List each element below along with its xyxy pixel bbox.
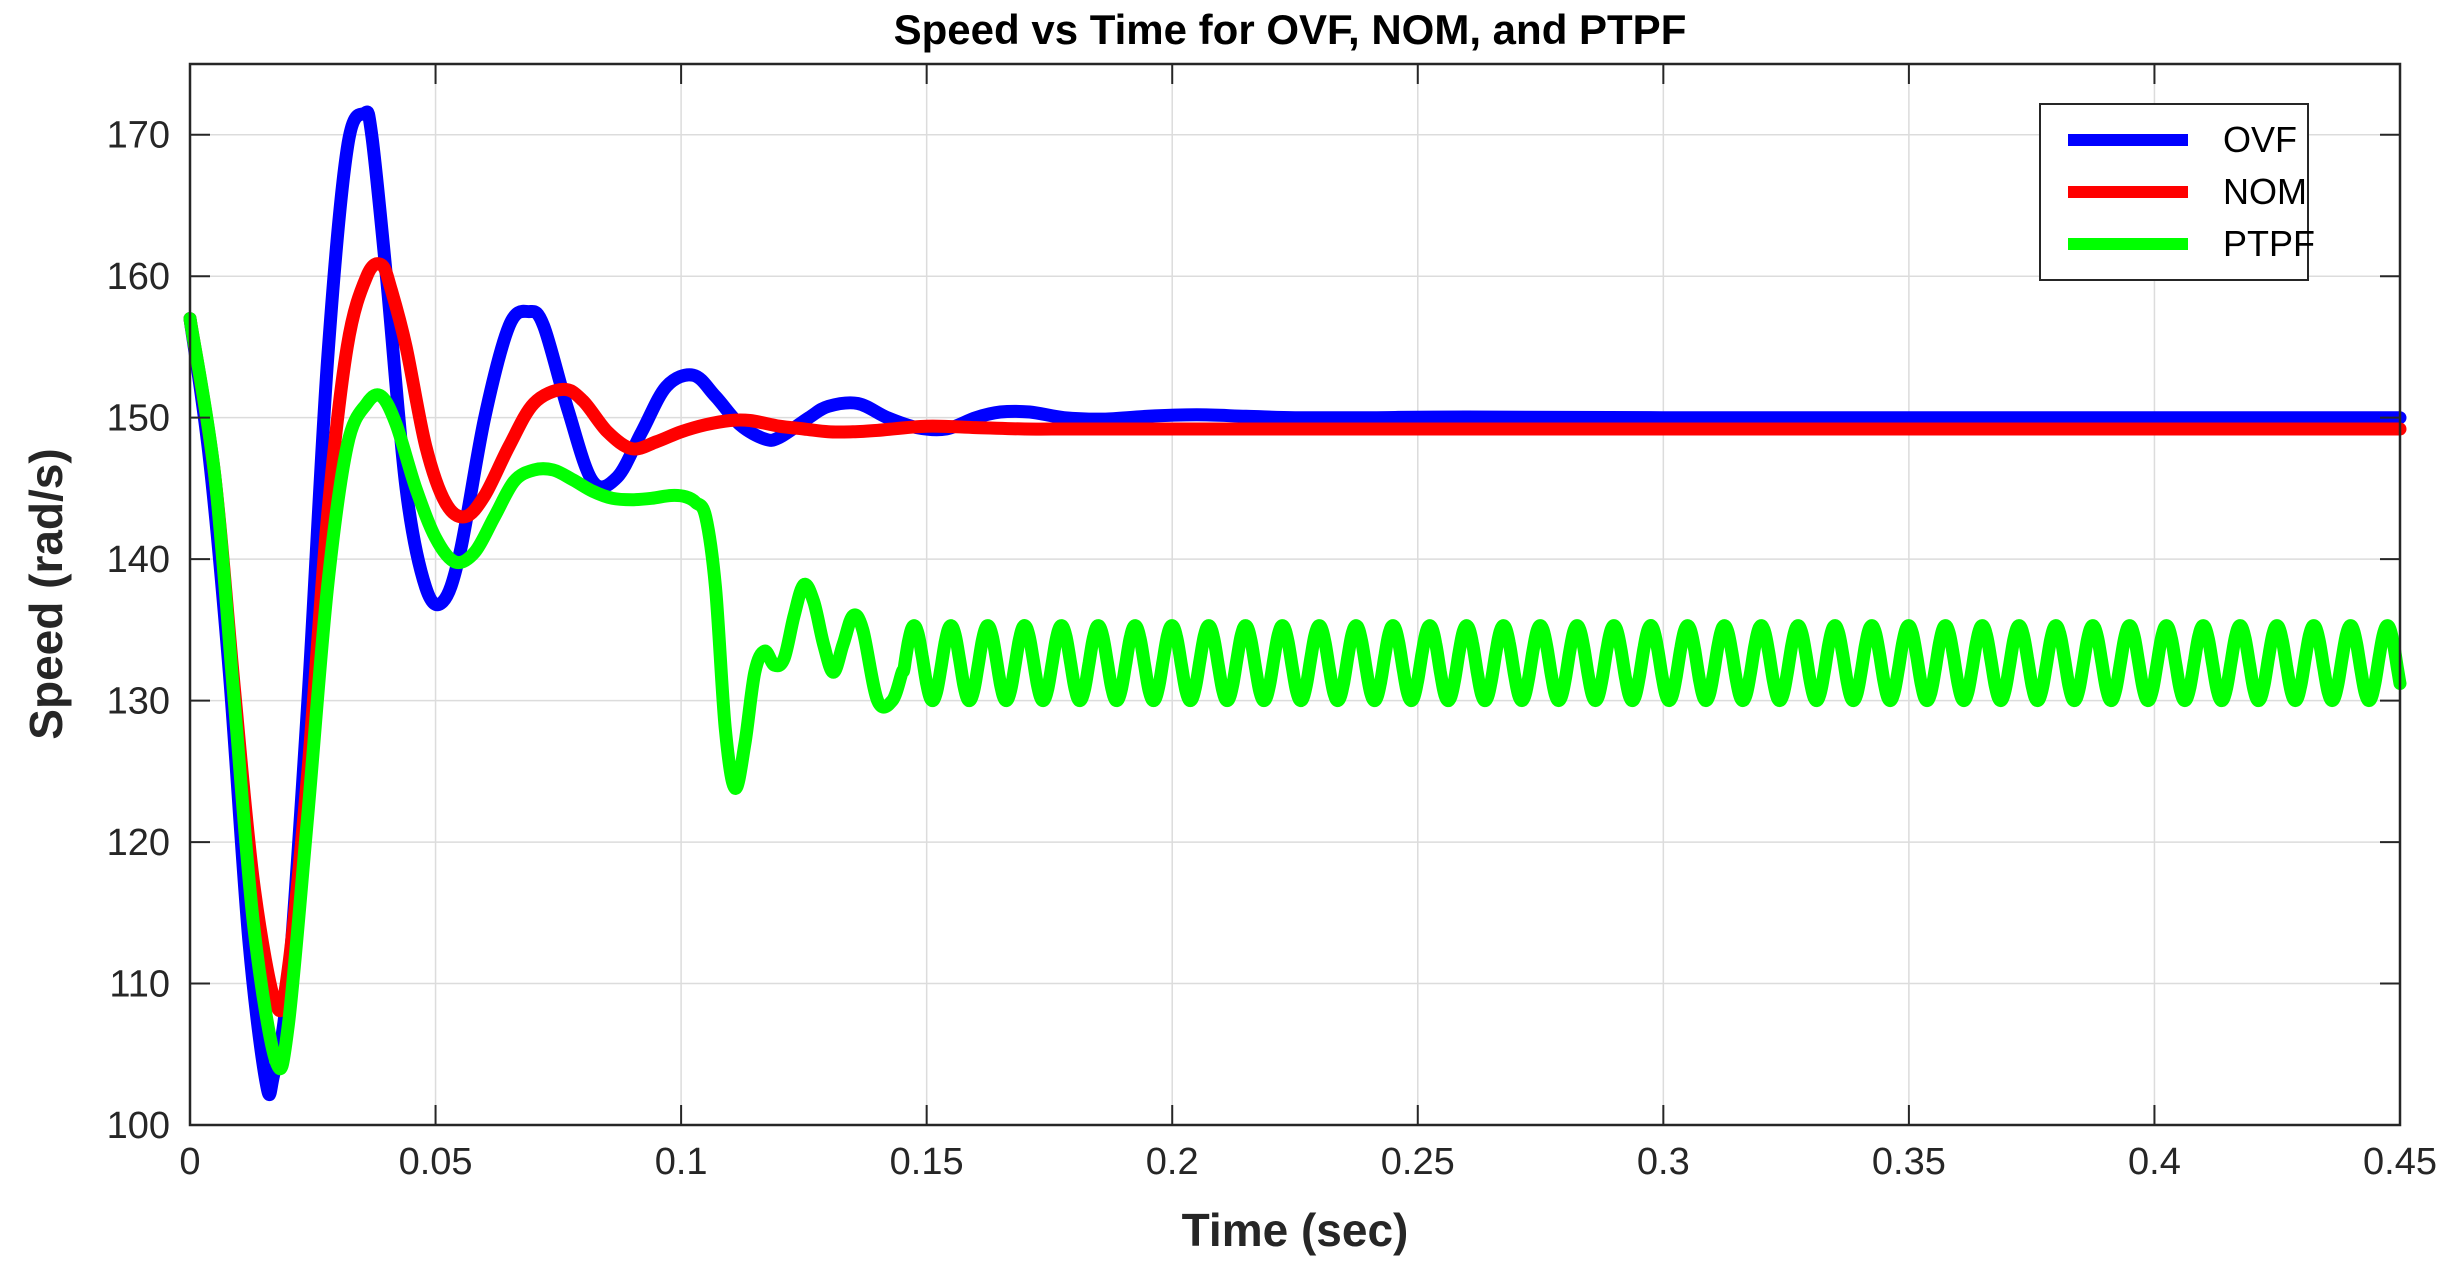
y-axis-label: Speed (rad/s) [20, 448, 72, 739]
series-line-ptpf [183, 312, 2407, 1076]
x-tick-label: 0.4 [2128, 1141, 2181, 1183]
y-tick-label: 150 [107, 398, 170, 440]
y-tick-label: 110 [109, 964, 170, 1006]
y-tick-label: 100 [107, 1105, 170, 1147]
tick-labels: 0 0.05 0.1 0.15 0.2 0.25 0.3 0.35 0.4 0.45 100 110 1… [107, 115, 2437, 1183]
y-tick-label: 130 [107, 681, 170, 723]
chart-title: Speed vs Time for OVF, NOM, and PTPF [894, 6, 1687, 53]
legend: OVF NOM PTPF [2039, 103, 2315, 281]
plot-area-background [190, 64, 2400, 1125]
y-tick-label: 170 [107, 115, 170, 157]
x-tick-label: 0.25 [1381, 1141, 1455, 1183]
axis-ticks [189, 64, 2401, 1126]
x-tick-label: 0.1 [655, 1141, 708, 1183]
x-tick-label: 0.2 [1146, 1141, 1199, 1183]
series-lines [183, 105, 2407, 1102]
x-tick-label: 0 [179, 1141, 200, 1183]
x-tick-label: 0.45 [2363, 1141, 2437, 1183]
legend-label-ptpf: PTPF [2223, 223, 2315, 264]
x-tick-label: 0.3 [1637, 1141, 1690, 1183]
legend-label-ovf: OVF [2223, 119, 2297, 160]
y-tick-label: 120 [107, 822, 170, 864]
y-tick-label: 140 [107, 539, 170, 581]
legend-label-nom: NOM [2223, 171, 2307, 212]
x-axis-label: Time (sec) [1182, 1204, 1409, 1256]
x-tick-label: 0.05 [399, 1141, 473, 1183]
plot-frame [188, 62, 2402, 1127]
y-tick-label: 160 [107, 256, 170, 298]
x-tick-label: 0.15 [890, 1141, 964, 1183]
x-tick-label: 0.35 [1872, 1141, 1946, 1183]
